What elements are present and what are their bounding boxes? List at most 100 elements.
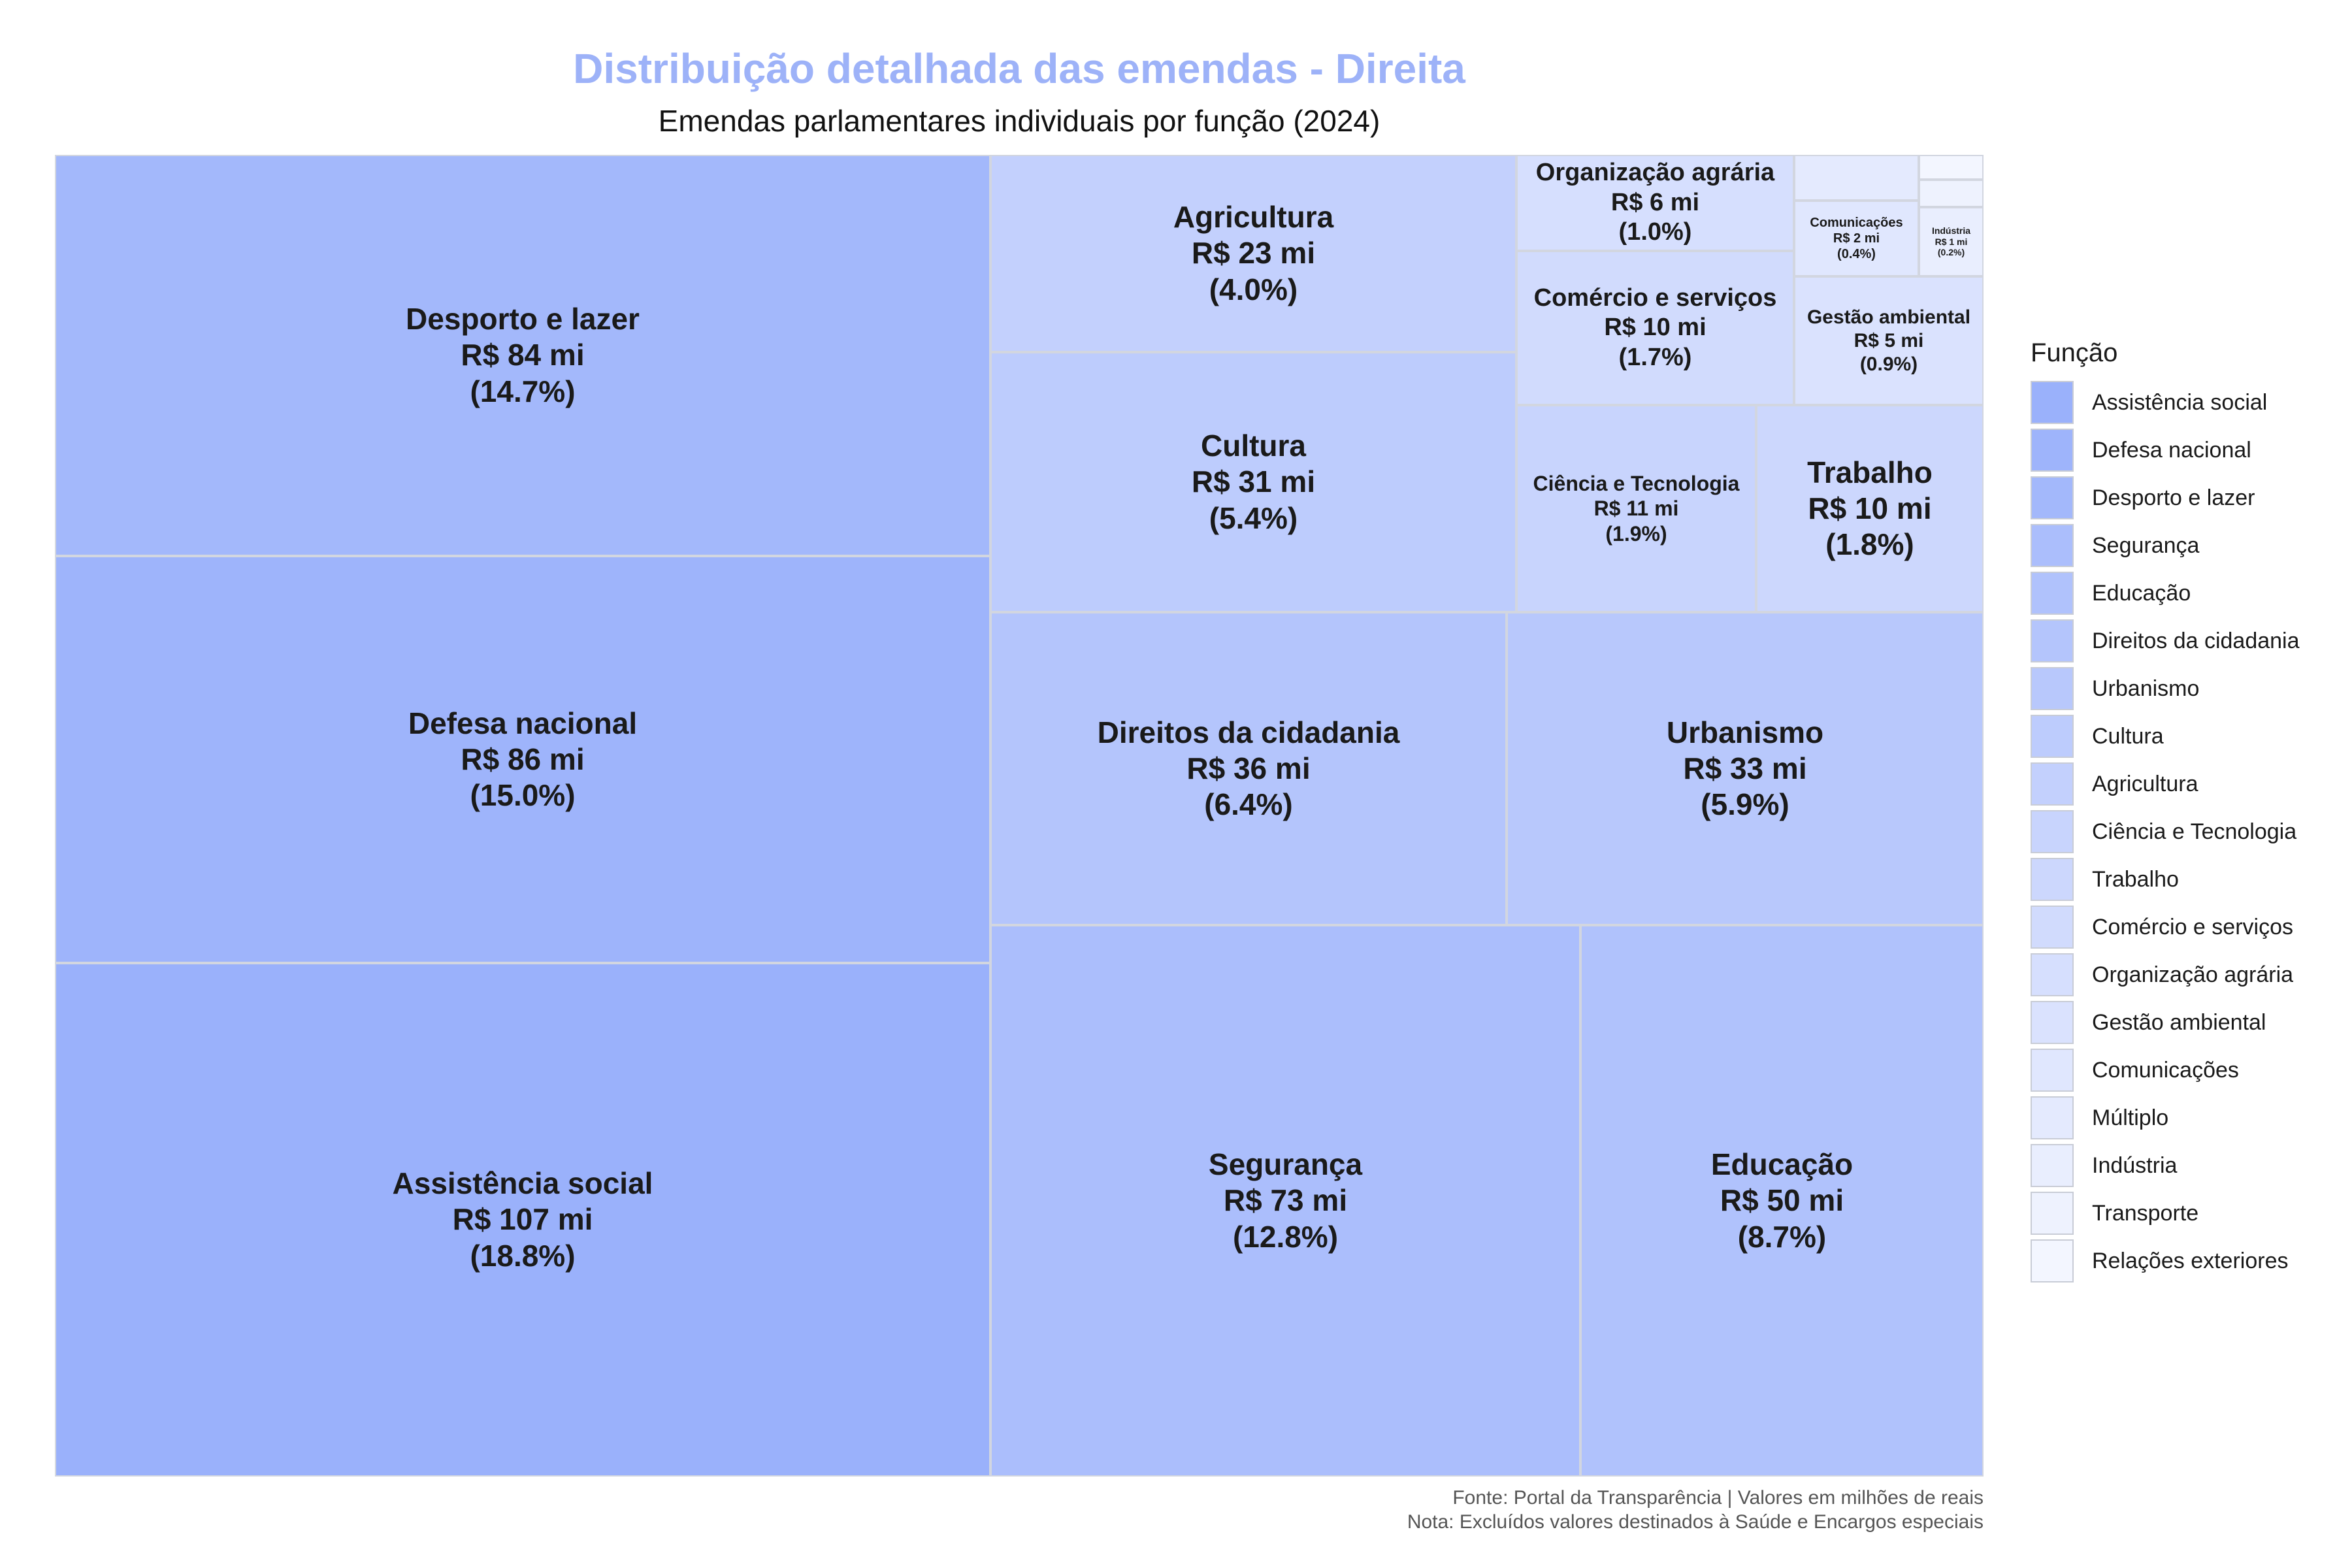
legend-label: Múltiplo bbox=[2092, 1105, 2169, 1130]
treemap-tile-gestao-ambiental: Gestão ambiental R$ 5 mi (0.9%) bbox=[1794, 276, 1984, 405]
legend-swatch bbox=[2031, 572, 2074, 615]
legend-label: Desporto e lazer bbox=[2092, 485, 2255, 510]
tile-value-label: R$ 6 mi bbox=[1610, 188, 1700, 216]
legend-item: Múltiplo bbox=[2031, 1096, 2168, 1144]
treemap-tile-multiplo bbox=[1794, 155, 1919, 201]
legend-label: Cultura bbox=[2092, 724, 2164, 749]
tile-percent-label: (6.4%) bbox=[1204, 787, 1293, 822]
tile-value-label: R$ 10 mi bbox=[1808, 491, 1932, 525]
tile-percent-label: (1.7%) bbox=[1618, 343, 1692, 371]
chart-subtitle: Emendas parlamentares individuais por fu… bbox=[658, 104, 1380, 138]
legend-swatch bbox=[2031, 906, 2074, 949]
tile-value-label: R$ 107 mi bbox=[452, 1202, 593, 1237]
tile-value-label: R$ 2 mi bbox=[1833, 231, 1880, 246]
tile-name: Agricultura bbox=[1173, 200, 1334, 235]
tile-name: Cultura bbox=[1201, 429, 1306, 463]
tile-value-label: R$ 86 mi bbox=[461, 742, 585, 776]
treemap-tile-industria: Indústria R$ 1 mi (0.2%) bbox=[1919, 207, 1984, 276]
legend-label: Urbanismo bbox=[2092, 676, 2200, 701]
treemap-tile-urbanismo: Urbanismo R$ 33 mi (5.9%) bbox=[1507, 612, 1984, 925]
legend-label: Segurança bbox=[2092, 533, 2200, 558]
chart-title: Distribuição detalhada das emendas - Dir… bbox=[573, 45, 1465, 92]
tile-percent-label: (1.9%) bbox=[1605, 521, 1667, 546]
treemap-tile-seguranca: Segurança R$ 73 mi (12.8%) bbox=[990, 925, 1580, 1477]
legend-swatch bbox=[2031, 1144, 2074, 1187]
legend-label: Educação bbox=[2092, 581, 2191, 606]
legend-item: Defesa nacional bbox=[2031, 429, 2251, 476]
tile-percent-label: (0.2%) bbox=[1937, 247, 1965, 258]
tile-value-label: R$ 10 mi bbox=[1604, 314, 1707, 342]
tile-percent-label: (1.8%) bbox=[1825, 527, 1914, 562]
tile-name: Urbanismo bbox=[1666, 715, 1824, 749]
tile-name: Desporto e lazer bbox=[406, 302, 640, 336]
legend-swatch bbox=[2031, 429, 2074, 472]
legend-item: Organização agrária bbox=[2031, 953, 2293, 1001]
legend-label: Transporte bbox=[2092, 1201, 2199, 1226]
tile-name: Gestão ambiental bbox=[1806, 306, 1971, 328]
legend-label: Direitos da cidadania bbox=[2092, 629, 2300, 653]
tile-percent-label: (8.7%) bbox=[1737, 1219, 1827, 1254]
tile-name: Defesa nacional bbox=[408, 706, 638, 740]
legend-swatch bbox=[2031, 667, 2074, 710]
treemap-tile-relacoes-exteriores bbox=[1919, 155, 1984, 180]
tile-value-label: R$ 36 mi bbox=[1186, 751, 1311, 785]
treemap-tile-direitos-da-cidadania: Direitos da cidadania R$ 36 mi (6.4%) bbox=[990, 612, 1507, 925]
caption-source: Fonte: Portal da Transparência | Valores… bbox=[1452, 1487, 1984, 1509]
treemap-tile-assistencia-social: Assistência social R$ 107 mi (18.8%) bbox=[55, 963, 990, 1477]
tile-name: Indústria bbox=[1931, 225, 1971, 236]
legend-swatch bbox=[2031, 524, 2074, 567]
tile-value-label: R$ 1 mi bbox=[1935, 236, 1968, 247]
tile-percent-label: (14.7%) bbox=[470, 374, 576, 408]
treemap-tile-desporto-e-lazer: Desporto e lazer R$ 84 mi (14.7%) bbox=[55, 155, 990, 556]
legend-swatch bbox=[2031, 1049, 2074, 1092]
tile-percent-label: (1.0%) bbox=[1618, 218, 1692, 246]
treemap-tile-comercio-e-servicos: Comércio e serviços R$ 10 mi (1.7%) bbox=[1516, 251, 1794, 405]
treemap-tile-trabalho: Trabalho R$ 10 mi (1.8%) bbox=[1756, 405, 1984, 612]
tile-name: Segurança bbox=[1208, 1147, 1363, 1182]
tile-value-label: R$ 50 mi bbox=[1720, 1183, 1844, 1218]
legend-item: Educação bbox=[2031, 572, 2191, 619]
tile-name: Comércio e serviços bbox=[1533, 284, 1777, 312]
legend-label: Ciência e Tecnologia bbox=[2092, 819, 2297, 844]
legend-item: Segurança bbox=[2031, 524, 2199, 572]
tile-name: Educação bbox=[1710, 1147, 1854, 1182]
treemap-tile-educacao: Educação R$ 50 mi (8.7%) bbox=[1580, 925, 1984, 1477]
tile-value-label: R$ 23 mi bbox=[1191, 236, 1316, 270]
tile-percent-label: (0.9%) bbox=[1859, 353, 1918, 375]
treemap-tile-ciencia-e-tecnologia: Ciência e Tecnologia R$ 11 mi (1.9%) bbox=[1516, 405, 1756, 612]
treemap-tile-agricultura: Agricultura R$ 23 mi (4.0%) bbox=[990, 155, 1516, 352]
legend-label: Indústria bbox=[2092, 1153, 2178, 1178]
legend-item: Comunicações bbox=[2031, 1049, 2239, 1096]
tile-percent-label: (5.4%) bbox=[1209, 500, 1298, 535]
legend-label: Organização agrária bbox=[2092, 962, 2294, 987]
legend-label: Defesa nacional bbox=[2092, 438, 2251, 463]
legend-item: Comércio e serviços bbox=[2031, 906, 2293, 953]
tile-percent-label: (15.0%) bbox=[470, 778, 576, 813]
legend-swatch bbox=[2031, 858, 2074, 901]
treemap-tile-organizacao-agraria: Organização agrária R$ 6 mi (1.0%) bbox=[1516, 155, 1794, 251]
legend-item: Urbanismo bbox=[2031, 667, 2199, 715]
tile-value-label: R$ 5 mi bbox=[1854, 329, 1924, 351]
tile-name: Trabalho bbox=[1807, 455, 1933, 489]
legend-label: Comunicações bbox=[2092, 1058, 2239, 1083]
tile-percent-label: (18.8%) bbox=[470, 1238, 576, 1273]
legend-item: Ciência e Tecnologia bbox=[2031, 810, 2296, 858]
legend-item: Gestão ambiental bbox=[2031, 1001, 2266, 1049]
treemap-tile-defesa-nacional: Defesa nacional R$ 86 mi (15.0%) bbox=[55, 556, 990, 963]
legend: Função Assistência social Defesa nacional… bbox=[2031, 338, 2300, 1287]
treemap-tile-cultura: Cultura R$ 31 mi (5.4%) bbox=[990, 352, 1516, 612]
tile-percent-label: (4.0%) bbox=[1209, 272, 1298, 306]
legend-swatch bbox=[2031, 476, 2074, 519]
tile-percent-label: (0.4%) bbox=[1837, 247, 1876, 261]
legend-title: Função bbox=[2031, 338, 2118, 367]
tile-name: Comunicações bbox=[1810, 216, 1903, 230]
tile-value-label: R$ 11 mi bbox=[1593, 497, 1679, 521]
tile-percent-label: (12.8%) bbox=[1232, 1219, 1339, 1254]
tile-value-label: R$ 73 mi bbox=[1223, 1183, 1348, 1218]
legend-swatch bbox=[2031, 715, 2074, 758]
tile-value-label: R$ 33 mi bbox=[1683, 751, 1807, 785]
legend-label: Agricultura bbox=[2092, 772, 2198, 796]
legend-item: Indústria bbox=[2031, 1144, 2177, 1192]
tile-value-label: R$ 31 mi bbox=[1191, 465, 1316, 499]
